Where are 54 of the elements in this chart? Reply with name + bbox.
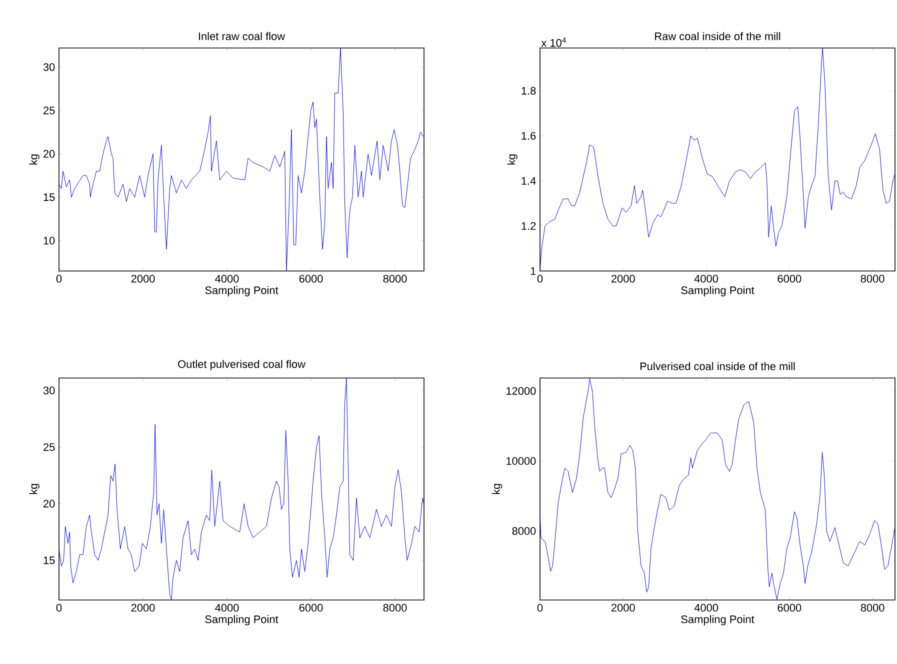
- y-tick-label: 1.6: [522, 132, 536, 140]
- x-tick-label: 0: [56, 604, 62, 612]
- y-tick-label: 1.2: [522, 222, 536, 230]
- x-tick-label: 6000: [299, 274, 323, 283]
- y-tick-label: 10000: [506, 457, 536, 465]
- line-series: [540, 48, 896, 271]
- x-tick-label: 0: [537, 604, 543, 612]
- y-axis-title: kg: [29, 484, 40, 494]
- y-tick-label: 25: [44, 443, 55, 451]
- line-series: [59, 378, 424, 600]
- x-tick-label: 2000: [131, 604, 155, 612]
- x-tick-label: 4000: [215, 274, 239, 283]
- text: x 10$^{4}$: [541, 37, 566, 47]
- y-tick-label: 12000: [506, 387, 536, 395]
- x-tick-label: 8000: [860, 274, 884, 283]
- x-tick-label: 0: [56, 274, 62, 283]
- y-axis-title: kg: [29, 154, 40, 165]
- chart-title: Pulverised coal inside of the mill: [640, 362, 795, 370]
- y-tick-label: 20: [44, 150, 55, 158]
- x-tick-label: 8000: [860, 604, 884, 612]
- x-axis-title: Sampling Point: [205, 615, 278, 626]
- y-tick-label: 1.8: [522, 86, 536, 95]
- y-tick-label: 10: [44, 236, 55, 245]
- x-tick-label: 4000: [215, 604, 239, 612]
- chart-title: Inlet raw coal flow: [198, 32, 286, 40]
- line-series: [59, 48, 424, 271]
- x-axis-title: Sampling Point: [681, 286, 754, 296]
- y-tick-label: 1: [530, 267, 536, 275]
- x-tick-label: 4000: [694, 604, 718, 612]
- x-tick-label: 0: [537, 274, 543, 283]
- x-tick-label: 6000: [778, 604, 802, 612]
- y-tick-label: 25: [44, 106, 55, 114]
- y-tick-label: 30: [43, 63, 55, 71]
- x-tick-label: 6000: [299, 604, 323, 612]
- x-tick-label: 8000: [383, 274, 407, 283]
- chart-title: Outlet pulverised coal flow: [178, 360, 306, 370]
- y-tick-label: 15: [44, 556, 55, 564]
- y-axis-title: kg: [492, 484, 502, 494]
- x-axis-title: Sampling Point: [681, 615, 754, 626]
- x-tick-label: 8000: [383, 604, 407, 612]
- y-tick-label: 20: [44, 500, 55, 508]
- x-tick-label: 2000: [131, 274, 155, 283]
- chart-title: Raw coal inside of the mill: [655, 32, 780, 40]
- x-axis-title: Sampling Point: [205, 286, 278, 296]
- x-tick-label: 6000: [778, 274, 802, 283]
- x-tick-label: 2000: [612, 274, 635, 283]
- y-axis-title: kg: [507, 154, 518, 165]
- x-tick-label: 4000: [694, 274, 718, 283]
- y-tick-label: 15: [44, 193, 55, 202]
- line-series: [540, 378, 896, 600]
- y-tick-label: 1.4: [522, 177, 536, 185]
- x-tick-label: 2000: [612, 604, 635, 612]
- y-tick-label: 8000: [512, 527, 536, 535]
- y-tick-label: 30: [43, 386, 55, 394]
